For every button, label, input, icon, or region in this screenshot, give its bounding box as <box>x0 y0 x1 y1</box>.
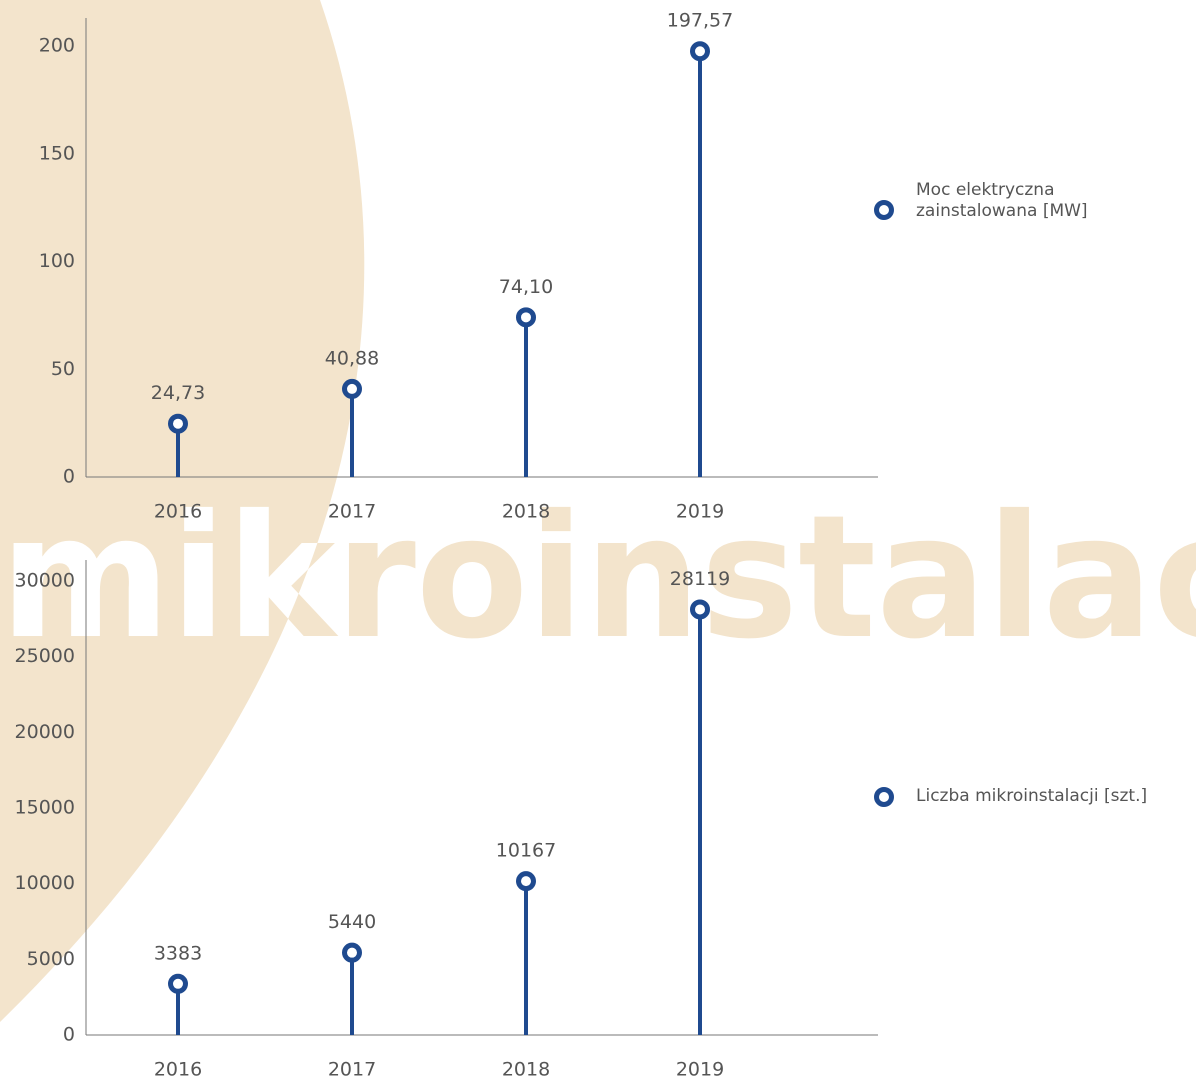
y-tick-label: 100 <box>39 250 75 272</box>
legend-label: Moc elektryczna zainstalowana [MW] <box>916 180 1088 221</box>
legend-marker <box>874 787 894 807</box>
y-tick-label: 10000 <box>15 872 75 894</box>
x-tick-label: 2019 <box>676 1059 724 1081</box>
y-tick-label: 0 <box>63 466 75 488</box>
y-tick-label: 0 <box>63 1024 75 1046</box>
x-tick-label: 2019 <box>676 501 724 523</box>
legend-marker <box>874 200 894 220</box>
x-tick-label: 2017 <box>328 1059 376 1081</box>
marker <box>690 41 710 62</box>
marker <box>168 413 188 434</box>
marker <box>342 378 362 399</box>
value-label: 74,10 <box>499 276 553 298</box>
y-tick-label: 5000 <box>27 948 75 970</box>
background-shape <box>0 0 365 1022</box>
legend-label: Liczba mikroinstalacji [szt.] <box>916 786 1148 806</box>
x-tick-label: 2017 <box>328 501 376 523</box>
value-label: 197,57 <box>667 10 733 32</box>
marker <box>516 871 536 892</box>
marker <box>690 599 710 620</box>
x-tick-label: 2018 <box>502 501 550 523</box>
value-label: 5440 <box>328 911 376 933</box>
marker <box>342 942 362 963</box>
x-tick-label: 2016 <box>154 501 202 523</box>
x-tick-label: 2016 <box>154 1059 202 1081</box>
value-label: 24,73 <box>151 382 205 404</box>
marker <box>516 307 536 328</box>
y-tick-label: 25000 <box>15 645 75 667</box>
x-tick-label: 2018 <box>502 1059 550 1081</box>
y-tick-label: 200 <box>39 35 75 57</box>
y-tick-label: 30000 <box>15 570 75 592</box>
watermark: mikroinstalac <box>0 479 1196 677</box>
value-label: 10167 <box>496 840 556 862</box>
y-tick-label: 20000 <box>15 721 75 743</box>
y-tick-label: 15000 <box>15 797 75 819</box>
value-label: 28119 <box>670 568 730 590</box>
value-label: 3383 <box>154 942 202 964</box>
y-tick-label: 50 <box>51 358 75 380</box>
marker <box>168 973 188 994</box>
y-tick-label: 150 <box>39 142 75 164</box>
value-label: 40,88 <box>325 347 379 369</box>
